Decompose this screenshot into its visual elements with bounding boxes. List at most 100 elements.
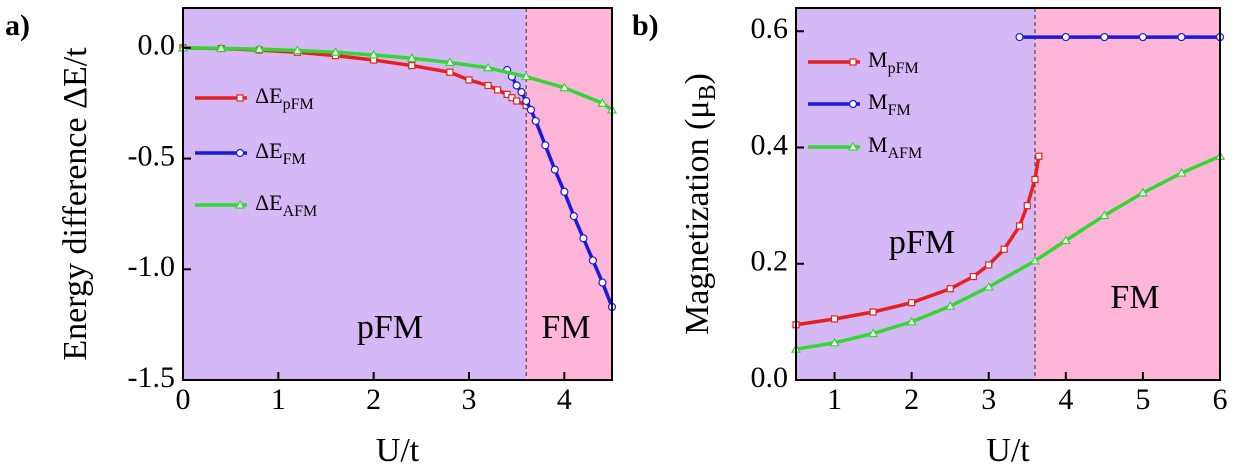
legend-name: M [868,47,888,72]
marker [1099,210,1110,220]
marker [559,82,570,92]
marker [1100,32,1109,42]
y-axis-title: Energy difference ΔE/t [57,47,94,361]
marker [579,234,588,243]
legend-name: M [868,89,888,114]
marker [494,86,502,94]
x-tick-label: 6 [1213,383,1228,416]
marker [598,278,607,287]
y-axis-title-main: Magnetization (μ [679,100,716,334]
marker [1176,167,1187,177]
marker [969,272,977,281]
y-tick-label: 0.0 [138,29,176,62]
legend-subscript: FM [283,151,306,168]
legend-subscript: FM [888,102,911,119]
legend-label: MFM [868,89,911,119]
x-tick-label: 5 [1135,383,1150,416]
phase-region [1034,8,1220,380]
y-tick-label: -1.0 [128,250,176,283]
marker [1000,245,1008,253]
marker [908,299,916,307]
legend-label: ΔEAFM [255,190,317,220]
legend-name: M [868,132,888,157]
marker [829,337,840,347]
marker [541,141,550,150]
y-tick-label: 0.6 [751,12,789,45]
marker [406,53,417,62]
phase-label: FM [541,309,590,346]
marker [1029,255,1041,265]
x-tick-label: 0 [176,383,191,416]
legend-subscript: pFM [283,96,314,113]
panel-label: b) [632,9,659,42]
marker [1177,32,1186,42]
marker [484,81,492,90]
marker [1015,32,1024,42]
marker [216,43,227,52]
marker [517,88,526,97]
y-axis-title-sub: B [695,84,721,100]
marker [946,285,954,293]
phase-region [183,8,527,380]
x-tick-label: 1 [271,383,286,416]
marker [1138,32,1148,42]
marker [1060,235,1071,245]
legend-marker [849,58,857,66]
x-axis-title: U/t [986,432,1030,469]
marker [830,315,839,323]
legend-name: ΔE [255,190,283,215]
legend-label: MAFM [868,132,922,162]
x-tick-label: 1 [827,383,842,416]
y-axis-title-main: Energy difference ΔE/t [57,47,94,361]
marker [906,316,917,326]
x-tick-label: 3 [981,383,996,416]
legend-label: ΔEFM [255,138,306,168]
legend-marker [847,141,859,151]
marker [869,308,877,316]
series-line [795,154,1221,351]
marker [868,328,879,338]
marker [985,261,993,269]
x-tick-label: 2 [904,383,919,416]
legend-marker [234,199,246,209]
y-tick-label: -1.5 [128,361,176,394]
legend-label: MpFM [868,47,919,77]
marker [513,97,521,105]
marker [444,57,455,67]
marker [1015,222,1024,230]
marker [983,281,994,291]
marker [408,61,416,70]
legend-subscript: AFM [888,145,923,162]
y-tick-label: 0.0 [751,361,789,394]
marker [254,43,265,53]
y-tick-label: -0.5 [128,139,176,172]
x-tick-label: 4 [1058,383,1073,416]
legend-label: ΔEpFM [255,83,314,113]
y-axis-title-tail: ) [679,73,716,84]
marker [588,256,598,265]
phase-label: pFM [889,224,955,261]
y-tick-label: 0.4 [751,128,789,161]
legend-marker [235,148,245,158]
marker [560,187,569,196]
legend-marker [848,99,858,109]
marker [483,62,494,72]
legend-name: ΔE [255,83,283,108]
marker [512,81,521,90]
marker [522,96,531,106]
marker [1137,187,1148,197]
marker [550,165,559,174]
x-axis-title: U/t [376,432,420,469]
marker [1023,202,1031,210]
phase-label: pFM [357,309,423,346]
phase-region [526,8,612,380]
phase-label: FM [1110,279,1159,316]
legend-subscript: pFM [888,60,919,77]
x-tick-label: 4 [557,383,572,416]
plot-frame [182,7,613,381]
marker [526,105,536,114]
legend-subscript: AFM [283,203,318,220]
